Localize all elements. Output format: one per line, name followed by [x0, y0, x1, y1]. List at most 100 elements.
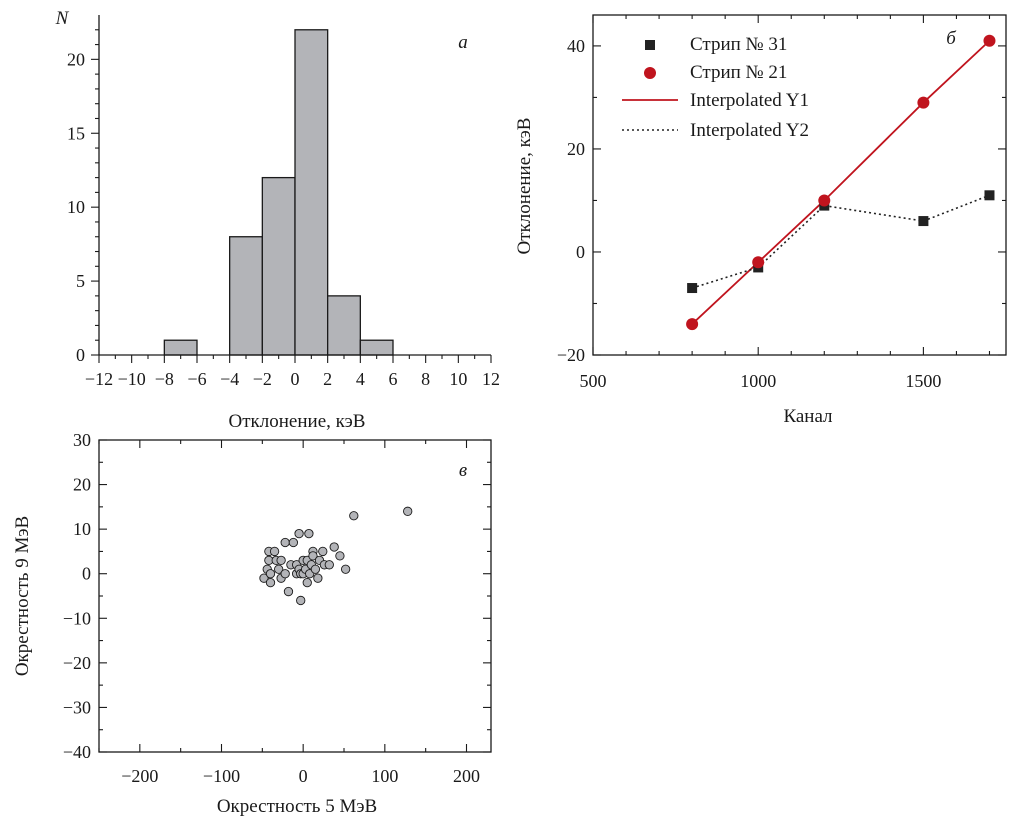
- scatter-point: [349, 511, 359, 521]
- scatter-point: [259, 573, 269, 583]
- strip-31-point: [687, 283, 698, 294]
- scatter-point: [265, 577, 276, 588]
- calibration-y-tick-label: −20: [557, 345, 585, 365]
- histogram-panel: −12 −10 −8 −6 −4 −2 0 2 4 6 8 10 12 0 5 10 15 20 N Отклон…: [55, 8, 500, 432]
- scatter-y-tick-label: −40: [63, 742, 91, 762]
- scatter-x-tick-label: 200: [453, 766, 480, 786]
- scatter-y-tick-label: −20: [63, 653, 91, 673]
- calibration-panel: 500 1000 1500 −20 0 20 40 Канал Отклонение, кэ…: [514, 14, 1007, 427]
- calibration-y-tick-label: 0: [576, 242, 585, 262]
- scatter-point: [276, 555, 286, 565]
- histogram-x-tick-label: −8: [155, 369, 174, 389]
- strip-31-point: [918, 216, 929, 227]
- histogram-y-label: N: [55, 8, 70, 29]
- calibration-points: [686, 34, 996, 331]
- histogram-bar: [261, 176, 296, 356]
- scatter-point: [274, 564, 284, 574]
- scatter-point: [310, 564, 321, 574]
- strip-21-point: [917, 96, 930, 109]
- strip-21-point: [983, 34, 996, 47]
- histogram-y-tick-label: 10: [67, 197, 85, 217]
- histogram-x-tick-label: −12: [85, 369, 113, 389]
- histogram-x-tick-label: −4: [220, 369, 239, 389]
- histogram-bar: [163, 339, 198, 356]
- histogram-x-tick-label: 6: [389, 369, 398, 389]
- scatter-point: [313, 573, 323, 583]
- scatter-y-tick-label: −30: [63, 697, 91, 717]
- scatter-point: [329, 542, 339, 552]
- scatter-y-tick-label: −10: [63, 608, 91, 628]
- interpolated-y2-line: [691, 194, 990, 289]
- strip-21-point: [818, 194, 831, 207]
- calibration-legend: Стрип № 31 Стрип № 21 Interpolated Y1 Inter…: [622, 34, 809, 141]
- scatter-point: [340, 564, 351, 574]
- calibration-y-label: Отклонение, кэВ: [514, 118, 535, 255]
- scatter-frame: [98, 439, 492, 753]
- strip-31-point: [984, 190, 995, 201]
- legend-label: Стрип № 21: [690, 62, 787, 83]
- scatter-x-tick-label: −100: [203, 766, 240, 786]
- histogram-x-label: Отклонение, кэВ: [229, 411, 366, 432]
- scatter-point: [280, 569, 290, 579]
- histogram-bar: [359, 339, 394, 356]
- histogram-x-tick-label: 2: [323, 369, 332, 389]
- scatter-point: [265, 569, 276, 579]
- calibration-axes: 500 1000 1500 −20 0 20 40: [557, 14, 1007, 391]
- scatter-point: [308, 551, 318, 561]
- histogram-y-tick-label: 15: [67, 123, 85, 143]
- histogram-axes: −12 −10 −8 −6 −4 −2 0 2 4 6 8 10 12 0 5 10 15 20: [67, 15, 500, 389]
- scatter-point: [294, 528, 304, 539]
- histogram-y-tick-label: 20: [67, 49, 85, 69]
- histogram-x-tick-label: 10: [449, 369, 467, 389]
- scatter-x-tick-label: −200: [121, 766, 158, 786]
- scatter-y-tick-label: 0: [82, 564, 91, 584]
- scatter-y-tick-label: 20: [73, 475, 91, 495]
- legend-circle-marker: [644, 67, 656, 79]
- scatter-point: [304, 528, 314, 539]
- legend-label: Interpolated Y2: [690, 120, 809, 141]
- scatter-point: [403, 506, 413, 516]
- scatter-point: [296, 595, 306, 606]
- histogram-bars: [163, 29, 394, 356]
- scatter-point: [302, 577, 312, 588]
- histogram-x-tick-label: −6: [187, 369, 206, 389]
- calibration-y-tick-label: 40: [567, 36, 585, 56]
- scatter-point: [288, 537, 299, 548]
- calibration-x-tick-label: 1500: [905, 371, 941, 391]
- calibration-x-tick-label: 1000: [740, 371, 776, 391]
- histogram-x-tick-label: 12: [482, 369, 500, 389]
- interpolated-y1-line: [691, 40, 991, 325]
- scatter-point: [335, 551, 345, 561]
- histogram-bar: [327, 295, 361, 356]
- histogram-panel-letter: а: [458, 32, 468, 53]
- calibration-panel-letter: б: [946, 28, 957, 49]
- legend-label: Interpolated Y1: [690, 90, 809, 111]
- calibration-y-tick-label: 20: [567, 139, 585, 159]
- scatter-x-tick-label: 0: [299, 766, 308, 786]
- calibration-frame: [592, 14, 1007, 356]
- scatter-point: [283, 586, 294, 597]
- scatter-point: [324, 560, 334, 570]
- histogram-x-tick-label: −2: [253, 369, 272, 389]
- calibration-lines: [691, 40, 991, 325]
- histogram-x-tick-label: −10: [118, 369, 146, 389]
- legend-label: Стрип № 31: [690, 34, 787, 55]
- scatter-point: [318, 546, 328, 557]
- histogram-bar: [294, 29, 329, 356]
- histogram-x-tick-label: 4: [356, 369, 365, 389]
- histogram-bar: [229, 236, 263, 356]
- calibration-x-label: Канал: [783, 406, 833, 427]
- histogram-y-tick-label: 5: [76, 271, 85, 291]
- scatter-point: [269, 546, 280, 557]
- scatter-y-tick-label: 30: [73, 430, 91, 450]
- strip-21-point: [752, 256, 765, 269]
- strip-21-point: [686, 318, 699, 331]
- histogram-x-tick-label: 8: [421, 369, 430, 389]
- scatter-point: [280, 537, 290, 548]
- calibration-x-tick-label: 500: [580, 371, 607, 391]
- scatter-y-label: Окрестность 9 МэВ: [12, 516, 33, 676]
- scatter-x-label: Окрестность 5 МэВ: [217, 796, 377, 817]
